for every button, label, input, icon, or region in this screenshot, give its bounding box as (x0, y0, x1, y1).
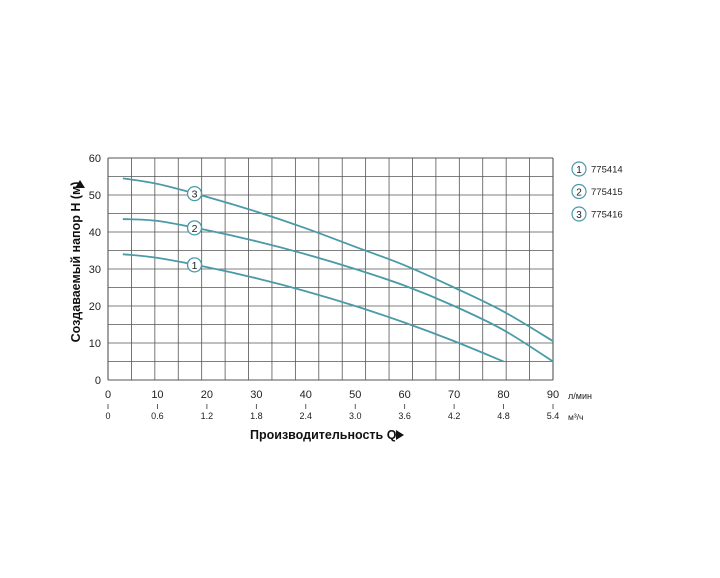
legend-marker-775416 (571, 206, 587, 222)
x-secondary-tick-label: 4.8 (497, 411, 510, 421)
series-line-775416 (122, 177, 554, 342)
x-tick-label: 50 (349, 389, 361, 401)
x-secondary-tick-label: 2.4 (300, 411, 313, 421)
legend-label: 775415 (591, 187, 623, 198)
legend-marker-775415 (571, 183, 587, 200)
series-line-775414 (122, 253, 504, 363)
legend-label: 775416 (591, 210, 623, 221)
x-tick-label: 40 (300, 389, 312, 401)
grid (107, 157, 554, 381)
series-marker-number: 3 (192, 189, 198, 201)
x-tick-label: 10 (151, 389, 163, 401)
y-axis-arrow-icon (75, 180, 85, 188)
x-secondary-tick-label: 1.2 (201, 411, 214, 421)
y-tick-label: 40 (89, 227, 101, 239)
legend-marker-number: 3 (576, 210, 582, 221)
x-tick-label: 90 (547, 389, 559, 401)
legend-marker-775414 (571, 161, 587, 177)
x-tick-label: 0 (105, 389, 111, 401)
y-axis-ticks: 0 10 20 30 40 50 60 (89, 153, 101, 387)
y-tick-label: 0 (95, 375, 101, 387)
x-axis-label: Производительность Q (250, 428, 397, 442)
y-tick-label: 20 (89, 301, 101, 313)
y-tick-label: 50 (89, 190, 101, 202)
x-axis-ticks: 0 10 20 30 40 50 60 70 80 90 (105, 389, 559, 401)
series-marker-number: 1 (192, 260, 198, 272)
y-tick-label: 10 (89, 338, 101, 350)
y-tick-label: 30 (89, 264, 101, 276)
x-axis-arrow-icon (396, 430, 404, 440)
x-secondary-tick-label: 3.6 (398, 411, 411, 421)
x-tick-label: 70 (448, 389, 460, 401)
legend-marker-number: 2 (576, 188, 582, 199)
x-tick-label: 60 (399, 389, 411, 401)
x-tick-label: 30 (250, 389, 262, 401)
x-unit-primary: л/мин (568, 391, 592, 401)
x-unit-secondary: м³/ч (568, 412, 583, 422)
series-marker-775414 (186, 257, 203, 273)
series-marker-number: 2 (192, 223, 198, 235)
x-secondary-tick-label: 0.6 (151, 411, 164, 421)
legend: 1 775414 2 775415 3 775416 (571, 161, 623, 222)
series-line-775415 (122, 218, 554, 363)
x-secondary-tick-label: 0 (105, 411, 110, 421)
series-lines: 1 2 3 (122, 177, 554, 363)
legend-marker-number: 1 (576, 165, 582, 176)
x-axis-ticks-secondary: 0 0.6 1.2 1.8 2.4 3.0 3.6 4.2 4.8 5.4 (105, 404, 559, 421)
y-axis-label: Создаваемый напор H (м) (69, 182, 83, 343)
x-tick-label: 20 (201, 389, 213, 401)
y-tick-label: 60 (89, 153, 101, 165)
x-tick-label: 80 (497, 389, 509, 401)
legend-label: 775414 (591, 165, 623, 176)
x-secondary-tick-label: 3.0 (349, 411, 362, 421)
series-marker-775415 (186, 220, 203, 236)
x-secondary-tick-label: 4.2 (448, 411, 461, 421)
x-secondary-tick-label: 5.4 (547, 411, 560, 421)
series-marker-775416 (186, 185, 203, 202)
x-secondary-tick-label: 1.8 (250, 411, 263, 421)
